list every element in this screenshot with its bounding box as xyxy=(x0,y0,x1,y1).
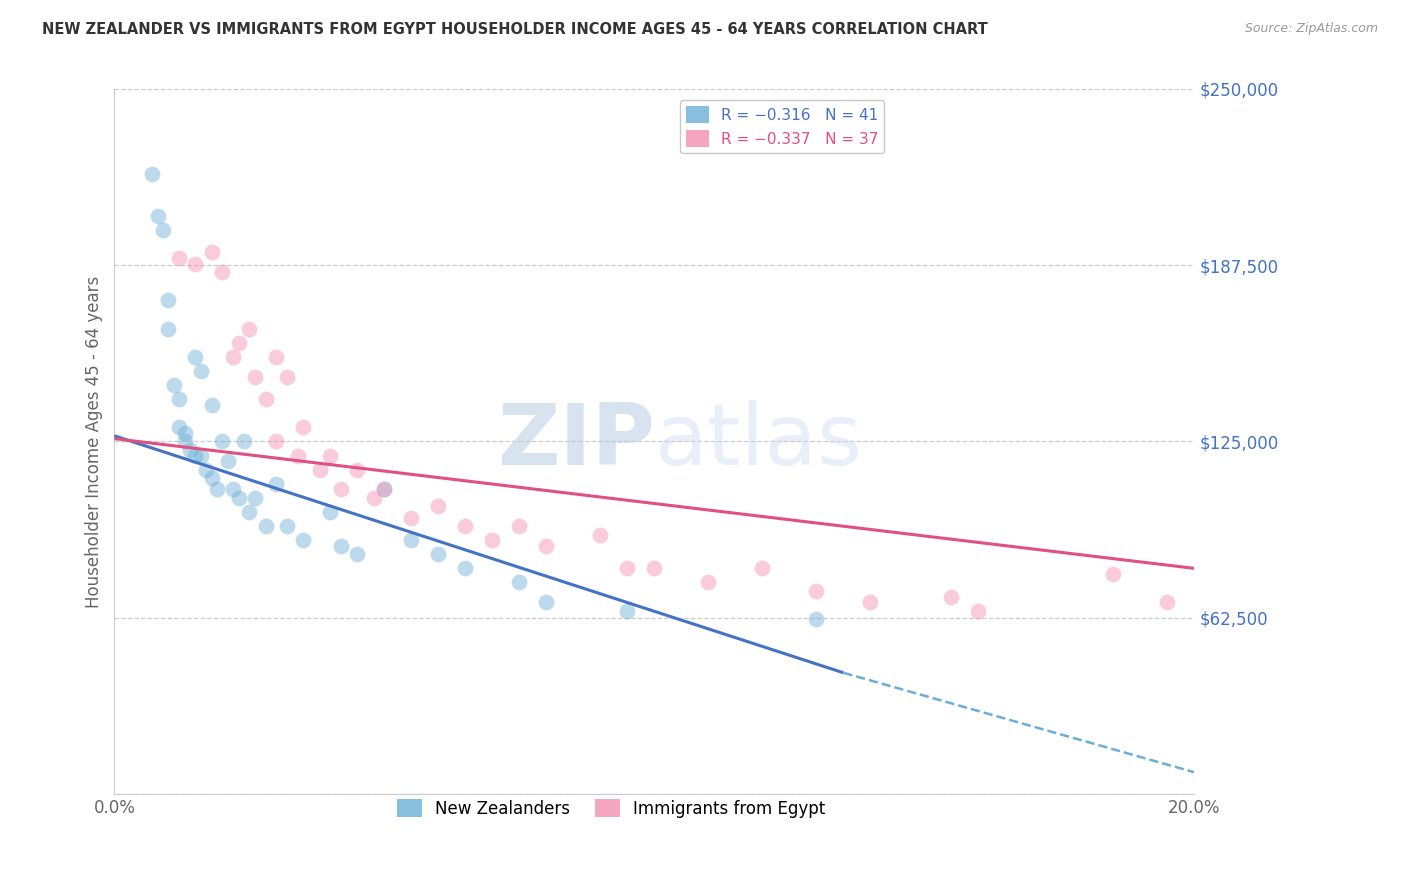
Point xyxy=(190,364,212,378)
Point xyxy=(1102,567,1125,582)
Point xyxy=(967,604,990,618)
Point xyxy=(643,561,665,575)
Point xyxy=(536,539,558,553)
Point xyxy=(292,420,315,434)
Point xyxy=(163,378,186,392)
Point xyxy=(266,350,288,364)
Point xyxy=(401,533,423,548)
Text: ZIP: ZIP xyxy=(496,400,654,483)
Point xyxy=(146,209,169,223)
Point xyxy=(195,463,218,477)
Point xyxy=(211,265,233,279)
Point xyxy=(211,434,233,449)
Point xyxy=(697,575,720,590)
Point xyxy=(589,527,612,541)
Point xyxy=(266,434,288,449)
Point xyxy=(508,575,530,590)
Point xyxy=(401,510,423,524)
Point xyxy=(427,547,450,561)
Point xyxy=(751,561,773,575)
Point xyxy=(173,434,195,449)
Point xyxy=(243,369,266,384)
Point xyxy=(330,539,353,553)
Point xyxy=(308,463,330,477)
Point xyxy=(201,245,224,260)
Point xyxy=(373,483,395,497)
Y-axis label: Householder Income Ages 45 - 64 years: Householder Income Ages 45 - 64 years xyxy=(86,276,103,607)
Point xyxy=(454,561,477,575)
Point xyxy=(238,505,260,519)
Point xyxy=(346,547,368,561)
Point xyxy=(179,442,201,457)
Point xyxy=(536,595,558,609)
Point xyxy=(276,519,298,533)
Point xyxy=(205,483,228,497)
Point xyxy=(616,561,638,575)
Point xyxy=(292,533,315,548)
Point xyxy=(508,519,530,533)
Point xyxy=(330,483,353,497)
Point xyxy=(254,519,277,533)
Point xyxy=(481,533,503,548)
Point xyxy=(184,350,207,364)
Legend: New Zealanders, Immigrants from Egypt: New Zealanders, Immigrants from Egypt xyxy=(389,792,832,824)
Point xyxy=(184,449,207,463)
Point xyxy=(157,321,180,335)
Point xyxy=(363,491,385,505)
Point xyxy=(287,449,309,463)
Point xyxy=(157,293,180,308)
Point xyxy=(233,434,256,449)
Point xyxy=(454,519,477,533)
Point xyxy=(266,476,288,491)
Point xyxy=(173,425,195,440)
Point xyxy=(238,321,260,335)
Point xyxy=(254,392,277,406)
Point xyxy=(184,257,207,271)
Point xyxy=(167,392,190,406)
Text: Source: ZipAtlas.com: Source: ZipAtlas.com xyxy=(1244,22,1378,36)
Point xyxy=(859,595,882,609)
Point xyxy=(427,500,450,514)
Point xyxy=(806,612,828,626)
Point xyxy=(616,604,638,618)
Point xyxy=(319,449,342,463)
Point xyxy=(319,505,342,519)
Point xyxy=(228,335,250,350)
Point xyxy=(190,449,212,463)
Text: atlas: atlas xyxy=(654,400,862,483)
Point xyxy=(222,350,245,364)
Point xyxy=(276,369,298,384)
Point xyxy=(222,483,245,497)
Point xyxy=(152,223,174,237)
Point xyxy=(167,251,190,265)
Point xyxy=(373,483,395,497)
Point xyxy=(806,584,828,599)
Point xyxy=(167,420,190,434)
Point xyxy=(201,471,224,485)
Point xyxy=(346,463,368,477)
Point xyxy=(243,491,266,505)
Point xyxy=(201,398,224,412)
Point xyxy=(1156,595,1178,609)
Text: NEW ZEALANDER VS IMMIGRANTS FROM EGYPT HOUSEHOLDER INCOME AGES 45 - 64 YEARS COR: NEW ZEALANDER VS IMMIGRANTS FROM EGYPT H… xyxy=(42,22,988,37)
Point xyxy=(141,167,163,181)
Point xyxy=(941,590,963,604)
Point xyxy=(217,454,239,468)
Point xyxy=(228,491,250,505)
